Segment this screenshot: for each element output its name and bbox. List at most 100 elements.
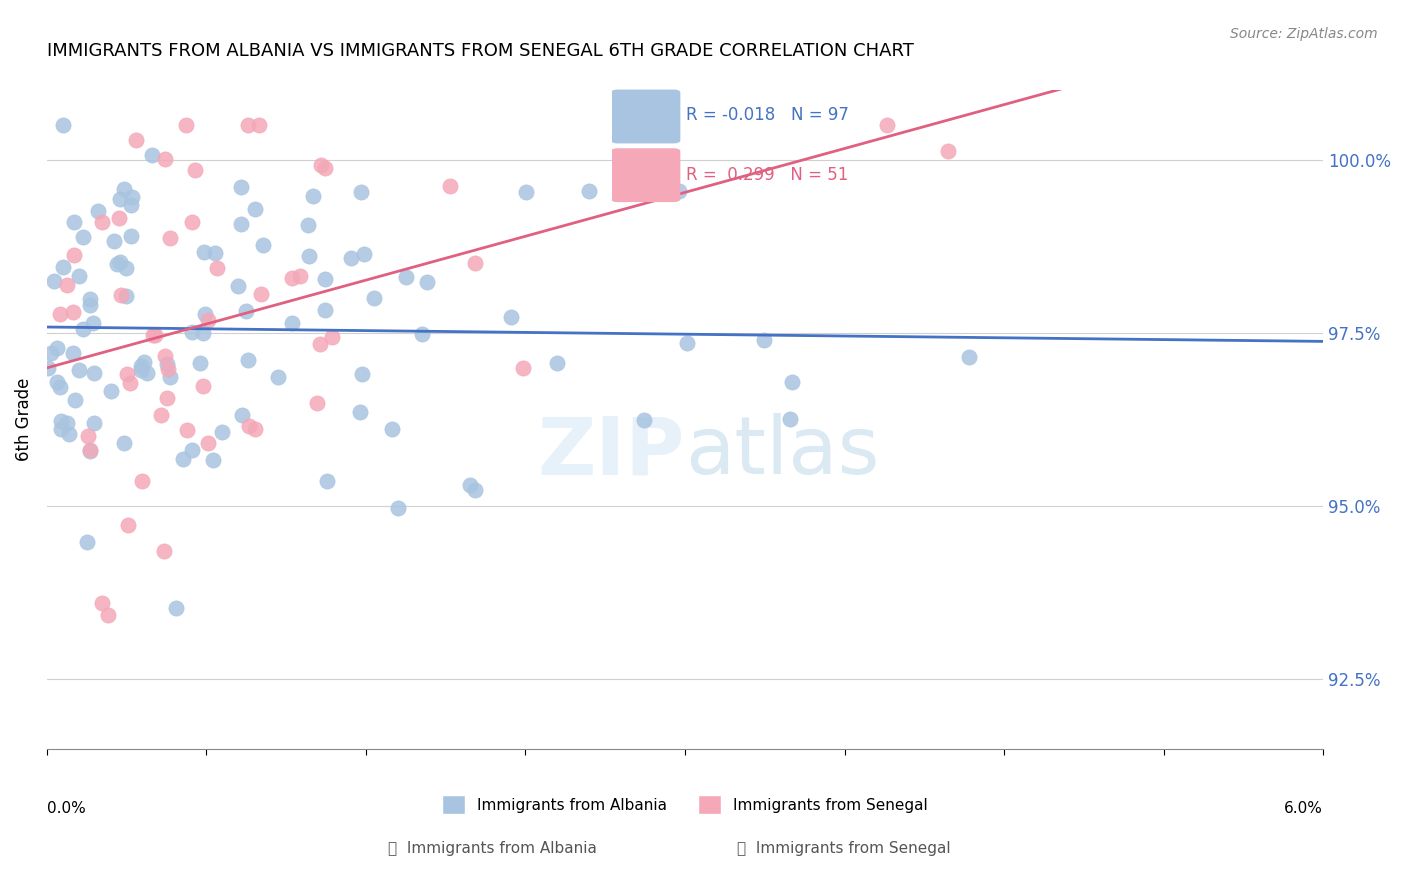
Point [211,425,233,439]
Point [56,278,79,293]
Point [107,211,129,225]
Point [229,218,252,232]
Point [676,336,699,351]
Point [464,483,486,498]
Point [314,161,336,175]
Point [79,443,101,458]
Point [83,417,105,431]
Point [349,405,371,419]
Point [190,355,212,369]
Point [153,153,176,167]
Point [340,251,363,265]
FancyBboxPatch shape [612,149,679,202]
Point [416,276,439,290]
Point [243,422,266,436]
Point [309,158,332,172]
Point [936,144,959,158]
Point [49,414,72,428]
Point [499,310,522,325]
Point [180,215,202,229]
Point [202,452,225,467]
Point [204,245,226,260]
Point [193,245,215,260]
Point [67,268,90,283]
Text: Source: ZipAtlas.com: Source: ZipAtlas.com [1230,27,1378,41]
Point [243,202,266,217]
Point [55,416,77,430]
Point [153,543,176,558]
Point [197,436,219,450]
Point [321,330,343,344]
Text: R =  0.299   N = 51: R = 0.299 N = 51 [686,166,848,184]
Point [316,474,339,488]
Point [229,179,252,194]
Point [633,413,655,427]
Point [67,362,90,376]
Point [100,384,122,399]
Point [76,534,98,549]
Point [281,316,304,330]
Point [297,218,319,232]
Point [779,411,801,425]
Point [125,132,148,146]
Point [281,270,304,285]
Point [90,596,112,610]
Y-axis label: 6th Grade: 6th Grade [15,378,32,461]
Point [350,368,373,382]
Point [118,376,141,390]
Point [115,260,138,275]
Point [121,190,143,204]
Point [156,357,179,371]
Point [308,337,330,351]
Point [115,368,138,382]
Legend: Immigrants from Albania, Immigrants from Senegal: Immigrants from Albania, Immigrants from… [436,789,934,820]
Point [176,118,198,132]
Point [301,189,323,203]
Point [458,477,481,491]
Point [117,518,139,533]
Point [143,328,166,343]
Point [267,370,290,384]
Point [72,322,94,336]
Point [156,362,179,376]
Point [238,419,260,434]
Point [353,246,375,260]
Point [512,361,534,376]
Text: ⬜  Immigrants from Albania: ⬜ Immigrants from Albania [388,841,596,856]
Point [957,350,980,364]
Point [515,185,537,199]
Point [82,317,104,331]
Point [668,184,690,198]
Point [165,601,187,615]
Point [238,352,260,367]
Point [314,303,336,318]
Point [387,501,409,516]
Point [115,289,138,303]
Point [129,363,152,377]
Point [141,147,163,161]
Point [83,366,105,380]
Point [132,355,155,369]
Point [108,254,131,268]
Text: atlas: atlas [685,413,879,491]
Point [381,422,404,436]
Point [181,325,204,339]
Point [184,163,207,178]
Point [49,307,72,321]
Point [395,269,418,284]
Point [290,268,312,283]
Point [363,291,385,305]
Point [72,230,94,244]
Point [120,228,142,243]
Point [63,248,86,262]
Point [91,215,114,229]
Point [131,359,153,373]
Point [52,118,75,132]
Point [194,307,217,321]
Point [112,182,135,196]
Point [45,376,67,390]
Point [97,607,120,622]
Point [191,379,214,393]
Point [110,287,132,301]
Point [350,186,373,200]
